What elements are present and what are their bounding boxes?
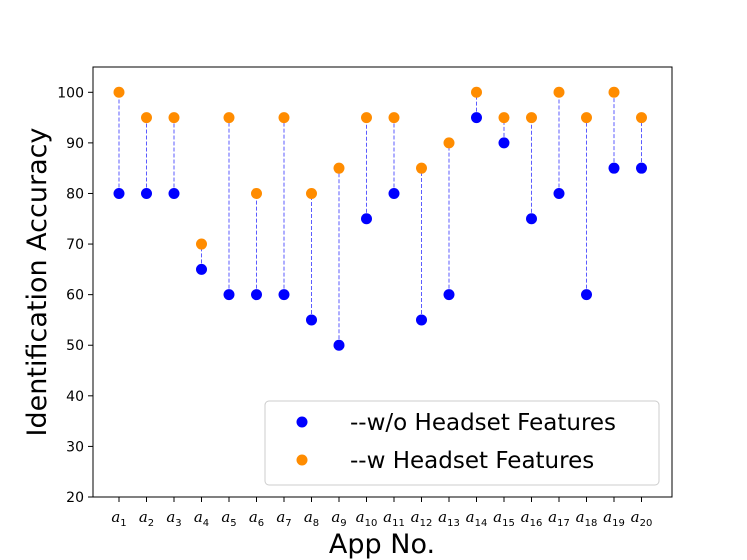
point-with-headset	[526, 112, 537, 124]
point-with-headset	[471, 86, 482, 98]
legend-label-without-headset: --w/o Headset Features	[350, 410, 616, 436]
point-with-headset	[278, 112, 290, 124]
point-without-headset	[168, 187, 180, 199]
x-tick-label: a2	[139, 508, 154, 529]
point-with-headset	[581, 112, 592, 124]
y-tick-label: 50	[66, 338, 84, 354]
legend-marker-with-headset	[296, 454, 308, 466]
point-without-headset	[251, 289, 262, 301]
y-axis-label: Identification Accuracy	[22, 128, 53, 437]
point-without-headset	[443, 289, 455, 301]
x-tick-label: a20	[631, 508, 653, 529]
data-points	[113, 86, 647, 351]
point-without-headset	[223, 289, 235, 301]
x-axis-ticks: a1 a2 a3 a4 a5 a6 a7 a8 a9 a10 a11 a12 a13 a14 a15 a16 a…	[111, 497, 652, 529]
point-without-headset	[333, 339, 345, 351]
point-without-headset	[416, 314, 427, 326]
x-tick-label: a8	[304, 508, 319, 529]
point-with-headset	[608, 86, 620, 98]
legend-label-with-headset: --w Headset Features	[350, 448, 594, 474]
point-with-headset	[361, 112, 372, 124]
point-with-headset	[636, 112, 647, 124]
x-tick-label: a17	[548, 508, 570, 529]
point-without-headset	[113, 187, 125, 199]
legend: --w/o Headset Features --w Headset Featu…	[264, 400, 660, 486]
x-axis-label: App No.	[329, 529, 435, 560]
x-tick-label: a16	[521, 508, 543, 529]
y-tick-label: 40	[66, 389, 84, 405]
point-without-headset	[306, 314, 317, 326]
point-with-headset	[141, 112, 152, 124]
point-without-headset	[388, 187, 400, 199]
y-tick-label: 80	[66, 186, 84, 202]
x-tick-label: a15	[493, 508, 515, 529]
x-tick-label: a18	[576, 508, 598, 529]
point-with-headset	[333, 162, 345, 174]
x-tick-label: a12	[411, 508, 433, 529]
point-without-headset	[471, 112, 482, 124]
point-with-headset	[443, 137, 455, 149]
y-tick-label: 60	[66, 288, 84, 304]
point-without-headset	[498, 137, 510, 149]
x-tick-label: a19	[603, 508, 625, 529]
point-without-headset	[581, 289, 592, 301]
x-tick-label: a14	[466, 508, 488, 529]
y-tick-label: 20	[66, 490, 84, 506]
point-without-headset	[608, 162, 620, 174]
point-without-headset	[141, 187, 152, 199]
x-tick-label: a6	[249, 508, 264, 529]
point-with-headset	[196, 238, 207, 250]
y-axis-ticks: 20 30 40 50 60 70 80 90 100	[57, 85, 93, 506]
y-tick-label: 100	[57, 85, 84, 101]
point-with-headset	[553, 86, 565, 98]
point-without-headset	[278, 289, 290, 301]
connector-lines	[118, 92, 642, 346]
point-with-headset	[113, 86, 125, 98]
point-with-headset	[416, 162, 427, 174]
point-without-headset	[553, 187, 565, 199]
point-with-headset	[168, 112, 180, 124]
y-tick-label: 30	[66, 439, 84, 455]
point-without-headset	[196, 263, 207, 275]
point-with-headset	[498, 112, 510, 124]
y-tick-label: 90	[66, 136, 84, 152]
point-without-headset	[636, 162, 647, 174]
x-tick-label: a3	[166, 508, 181, 529]
point-with-headset	[251, 187, 262, 199]
x-tick-label: a10	[356, 508, 378, 529]
x-tick-label: a11	[383, 508, 405, 529]
x-tick-label: a1	[111, 508, 126, 529]
x-tick-label: a9	[331, 508, 346, 529]
plot-frame	[92, 66, 673, 498]
point-with-headset	[306, 187, 317, 199]
point-with-headset	[223, 112, 235, 124]
legend-marker-without-headset	[296, 416, 308, 428]
x-tick-label: a5	[221, 508, 236, 529]
x-tick-label: a7	[276, 508, 291, 529]
x-tick-label: a4	[194, 508, 209, 529]
point-with-headset	[388, 112, 400, 124]
y-tick-label: 70	[66, 237, 84, 253]
point-without-headset	[526, 213, 537, 225]
point-without-headset	[361, 213, 372, 225]
x-tick-label: a13	[438, 508, 460, 529]
legend-box	[264, 400, 660, 486]
